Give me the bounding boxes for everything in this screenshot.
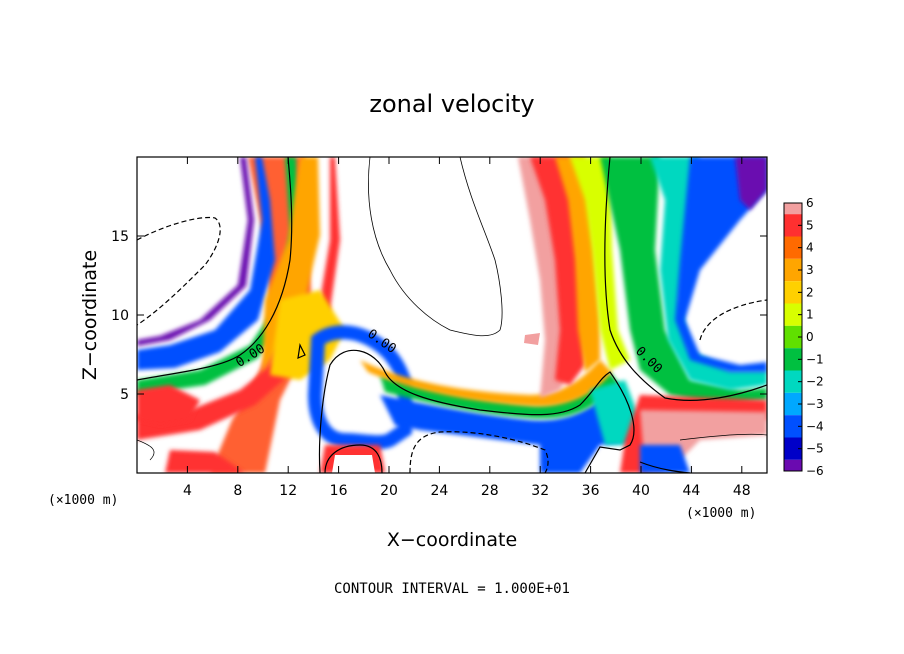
y-tick-label: 15 — [111, 229, 129, 245]
colorbar-tick-label: 6 — [806, 196, 814, 210]
contour-br-line — [679, 433, 767, 441]
right-blue-band — [675, 157, 767, 372]
right-plume — [518, 157, 767, 473]
x-tick-label: 24 — [430, 483, 448, 499]
colorbar-tick-label: 1 — [806, 308, 814, 322]
bottom-green-band — [380, 372, 620, 419]
contour-zero-left — [137, 157, 293, 381]
colorbar-tick-label: 4 — [806, 241, 814, 255]
colorbar-swatch — [784, 258, 802, 282]
x-axis-label: X−coordinate — [387, 529, 517, 551]
chart-title: zonal velocity — [369, 90, 534, 118]
x-tick-label: 12 — [279, 483, 297, 499]
contour-interval-note: CONTOUR INTERVAL = 1.000E+01 — [334, 581, 570, 597]
colorbar-tick-label: −3 — [806, 397, 824, 411]
contour-positive-mid — [368, 157, 503, 337]
x-tick-label: 32 — [531, 483, 549, 499]
right-white-pocket — [692, 250, 767, 353]
cavity-white — [329, 361, 388, 431]
colorbar-swatch — [784, 370, 802, 393]
colorbar: 6 5 4 3 2 1 0 −1 −2 −3 −4 −5 −6 — [783, 196, 824, 478]
right-purple-corner — [735, 157, 767, 210]
contour-neg-left — [137, 216, 221, 326]
colorbar-swatch — [784, 203, 802, 215]
x-tick-label: 36 — [582, 483, 600, 499]
y-unit-label: (×1000 m) — [48, 493, 118, 508]
contour-bl-small — [137, 439, 155, 461]
bottom-orange-band — [360, 360, 612, 407]
x-unit-label: (×1000 m) — [686, 506, 756, 521]
colorbar-swatch — [784, 437, 802, 460]
contour-small-loop — [297, 343, 306, 359]
x-tick-label: 8 — [233, 483, 242, 499]
colorbar-swatch — [784, 281, 802, 304]
colorbar-swatch — [784, 303, 802, 326]
x-tick-label: 40 — [632, 483, 650, 499]
small-pink-spot — [524, 333, 540, 345]
colorbar-tick-label: −2 — [806, 375, 824, 389]
left-purple-edge — [137, 157, 254, 346]
colorbar-swatch — [784, 214, 802, 237]
contour-neg-right — [699, 299, 767, 341]
bottom-white-blob — [332, 455, 375, 473]
cavity-blue-ring — [307, 325, 412, 450]
colorbar-tick-label: −4 — [806, 419, 824, 433]
colorbar-swatch — [784, 415, 802, 438]
contour-zero-bottom — [318, 349, 635, 473]
colorbar-swatch — [784, 392, 802, 416]
contour-neg-bottom — [409, 431, 549, 473]
contour-zero-right — [604, 157, 767, 401]
colorbar-swatch — [784, 459, 802, 471]
colorbar-tick-label: −5 — [806, 442, 824, 456]
y-tick-label: 10 — [111, 308, 129, 324]
left-orange-core — [262, 157, 320, 372]
colorbar-tick-label: −6 — [806, 464, 824, 478]
x-tick-label: 28 — [481, 483, 499, 499]
y-axis-label: Z−coordinate — [79, 250, 101, 380]
x-tick-label: 48 — [733, 483, 751, 499]
colorbar-tick-label: −1 — [806, 352, 824, 366]
bl-red-blob — [137, 385, 200, 425]
left-blue-arm — [137, 157, 275, 370]
left-yellow-core — [270, 290, 345, 380]
bl-red-blob-2 — [165, 450, 245, 473]
y-tick-label: 5 — [120, 387, 129, 403]
colorbar-swatch — [784, 325, 802, 349]
plot-area: 0.00 0.00 0.00 4 8 12 16 20 24 28 32 36 40 44 48510… — [111, 156, 768, 499]
colorbar-swatch — [784, 236, 802, 259]
x-tick-label: 44 — [682, 483, 700, 499]
x-tick-label: 20 — [380, 483, 398, 499]
colorbar-tick-label: 2 — [806, 285, 814, 299]
colorbar-tick-label: 5 — [806, 218, 814, 232]
x-tick-label: 16 — [330, 483, 348, 499]
bottom-cyan-patch — [590, 380, 640, 445]
velocity-field: 0.00 0.00 0.00 — [137, 157, 767, 473]
right-green-band — [600, 157, 767, 405]
x-tick-label: 4 — [183, 483, 192, 499]
contour-bottom-loop — [324, 444, 383, 473]
colorbar-tick-label: 0 — [806, 330, 814, 344]
colorbar-swatch — [784, 348, 802, 371]
right-cyan-band — [650, 157, 767, 390]
bottom-blue-band — [380, 390, 640, 473]
left-green-arm — [137, 157, 300, 395]
colorbar-tick-label: 3 — [806, 263, 814, 277]
right-yellow-band — [570, 157, 630, 370]
left-plume — [137, 157, 345, 473]
